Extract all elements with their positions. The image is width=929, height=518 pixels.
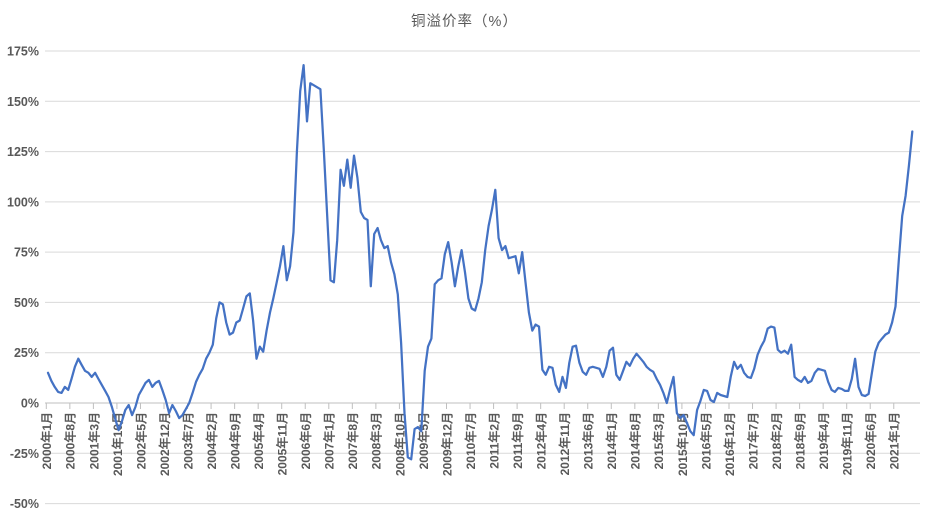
y-tick-label: 100%	[7, 195, 39, 209]
x-tick-label: 2005年11月	[275, 412, 290, 475]
x-tick-label: 2009年12月	[439, 412, 454, 476]
x-tick-label: 2011年9月	[510, 412, 525, 469]
premium-rate-series-line	[46, 63, 914, 461]
x-tick-label: 2011年2月	[486, 412, 501, 469]
x-tick-label: 2004年9月	[227, 412, 242, 469]
x-tick-label: 2008年3月	[369, 412, 384, 469]
x-tick-label: 2018年2月	[769, 412, 784, 469]
x-tick-label: 2000年8月	[63, 412, 78, 469]
x-tick-label: 2002年12月	[157, 412, 172, 476]
x-tick-label: 2006年6月	[298, 412, 313, 469]
x-tick-label: 2009年5月	[416, 412, 431, 469]
y-tick-label: 150%	[7, 95, 39, 109]
y-tick-label: 125%	[7, 145, 39, 159]
x-tick-label: 2007年1月	[322, 412, 337, 469]
x-tick-label: 2008年10月	[392, 412, 407, 476]
chart-title: 铜溢价率（%）	[411, 14, 518, 30]
x-tick-label: 2001年10月	[110, 412, 125, 476]
y-tick-label: -50%	[10, 497, 39, 511]
x-tick-label: 2014年8月	[628, 412, 643, 469]
x-tick-label: 2021年1月	[887, 412, 902, 469]
y-tick-label: 0%	[21, 397, 39, 411]
x-tick-label: 2015年10月	[675, 412, 690, 476]
x-tick-label: 2004年2月	[204, 412, 219, 469]
y-tick-label: -25%	[10, 447, 39, 461]
x-tick-label: 2016年12月	[722, 412, 737, 476]
x-tick-label: 2018年9月	[792, 412, 807, 469]
x-tick-label: 2010年7月	[463, 412, 478, 469]
y-tick-label: 50%	[14, 296, 39, 310]
x-tick-label: 2015年3月	[651, 412, 666, 469]
x-tick-label: 2013年6月	[581, 412, 596, 469]
x-tick-label: 2002年5月	[133, 412, 148, 469]
y-tick-label: 175%	[7, 45, 39, 59]
x-tick-label: 2003年7月	[180, 412, 195, 469]
x-tick-label: 2020年6月	[863, 412, 878, 469]
x-tick-label: 2019年11月	[840, 412, 855, 475]
x-tick-label: 2016年5月	[698, 412, 713, 469]
x-tick-label: 2012年4月	[534, 412, 549, 469]
x-tick-label: 2019年4月	[816, 412, 831, 469]
x-tick-label: 2001年3月	[86, 412, 101, 469]
y-tick-label: 75%	[14, 246, 39, 260]
x-tick-label: 2012年11月	[557, 412, 572, 475]
x-tick-label: 2017年7月	[745, 412, 760, 469]
x-tick-label: 2005年4月	[251, 412, 266, 469]
x-tick-label: 2007年8月	[345, 412, 360, 469]
x-tick-label: 2000年1月	[39, 412, 54, 469]
y-tick-label: 25%	[14, 346, 39, 360]
x-tick-label: 2014年1月	[604, 412, 619, 469]
